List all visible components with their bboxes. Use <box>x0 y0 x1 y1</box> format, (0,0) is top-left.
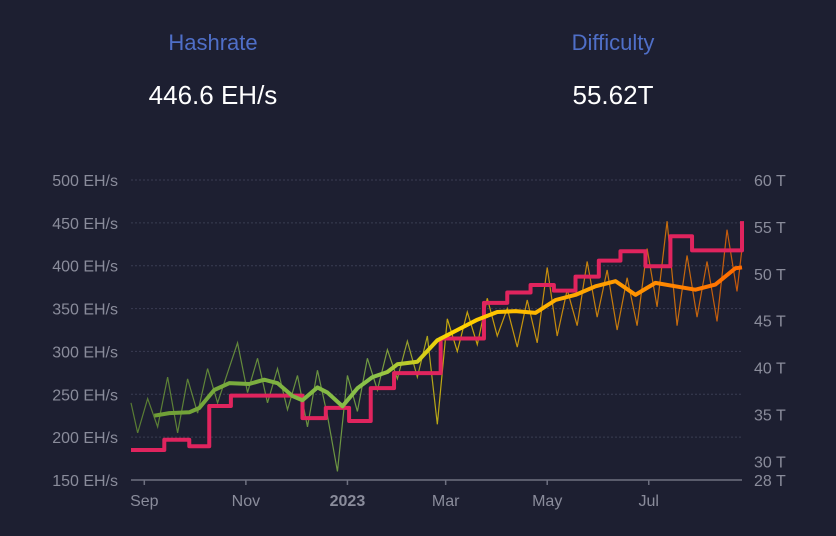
hashrate-raw-line <box>130 221 743 472</box>
right-tick-label: 60 T <box>754 173 786 190</box>
x-tick-label: 2023 <box>330 493 366 510</box>
right-tick-label: 55 T <box>754 220 786 237</box>
difficulty-value: 55.62T <box>572 80 654 110</box>
right-axis: 60 T 55 T 50 T 45 T 40 T 35 T 30 T 28 T <box>754 173 786 490</box>
left-tick-label: 250 EH/s <box>52 387 118 404</box>
difficulty-label: Difficulty <box>571 30 655 55</box>
left-tick-label: 350 EH/s <box>52 302 118 319</box>
hashrate-value: 446.6 EH/s <box>148 80 278 110</box>
right-tick-label: 40 T <box>754 361 786 378</box>
x-axis: Sep Nov 2023 Mar May Jul <box>130 479 742 510</box>
left-tick-label: 400 EH/s <box>52 259 118 276</box>
right-tick-label: 45 T <box>754 314 786 331</box>
difficulty-stat: Difficulty 55.62T <box>463 28 763 110</box>
hashrate-label: Hashrate <box>168 30 258 55</box>
difficulty-line <box>131 221 744 452</box>
left-tick-label: 500 EH/s <box>52 173 118 190</box>
hashrate-avg-line <box>153 265 743 418</box>
left-tick-label: 300 EH/s <box>52 344 118 361</box>
x-tick-label: Nov <box>232 493 260 510</box>
gridlines <box>131 179 742 438</box>
right-tick-label: 30 T <box>754 454 786 471</box>
hashrate-stat: Hashrate 446.6 EH/s <box>63 28 363 110</box>
x-tick-label: May <box>532 493 562 510</box>
left-axis: 500 EH/s 450 EH/s 400 EH/s 350 EH/s 300 EH/s… <box>52 173 118 490</box>
series-layer <box>130 221 744 472</box>
right-tick-label: 35 T <box>754 407 786 424</box>
left-tick-label: 450 EH/s <box>52 216 118 233</box>
left-tick-label: 200 EH/s <box>52 430 118 447</box>
left-tick-label: 150 EH/s <box>52 473 118 490</box>
right-tick-label: 28 T <box>754 473 786 490</box>
x-tick-label: Jul <box>639 493 659 510</box>
x-tick-label: Mar <box>432 493 460 510</box>
x-tick-label: Sep <box>130 493 159 510</box>
right-tick-label: 50 T <box>754 267 786 284</box>
